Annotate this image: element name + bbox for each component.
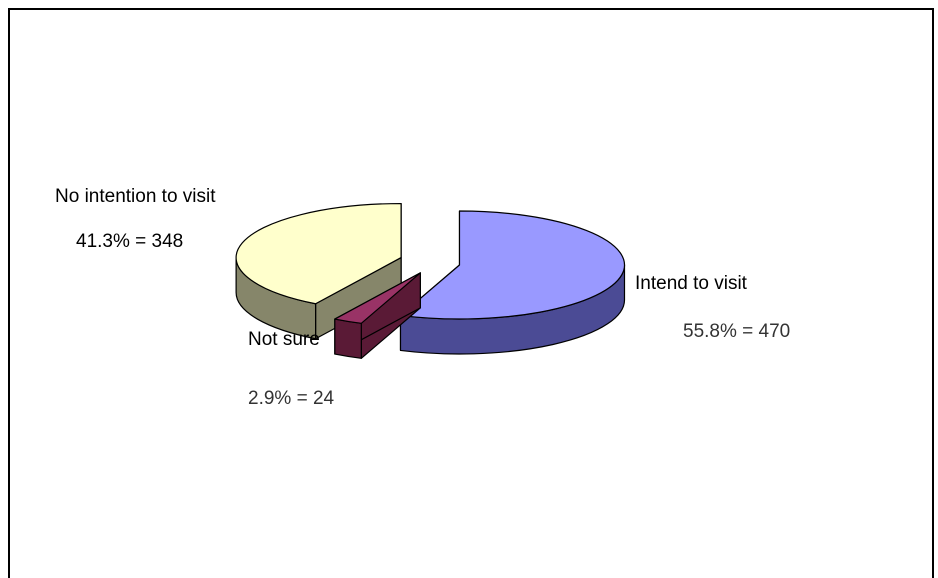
label-not-sure: Not sure: [248, 329, 320, 350]
value-label-intend: 55.8% = 470: [683, 321, 791, 342]
chart-frame: [8, 8, 934, 578]
pie-slice-not-sure: [334, 272, 421, 359]
label-no-intention: No intention to visit: [55, 186, 216, 207]
value-label-not-sure: 2.9% = 24: [248, 388, 335, 409]
pie-slice-intend: [399, 210, 626, 355]
pie-slice-no-intention: [235, 202, 402, 340]
value-label-no-intention: 41.3% = 348: [76, 231, 184, 252]
label-intend: Intend to visit: [635, 273, 747, 294]
